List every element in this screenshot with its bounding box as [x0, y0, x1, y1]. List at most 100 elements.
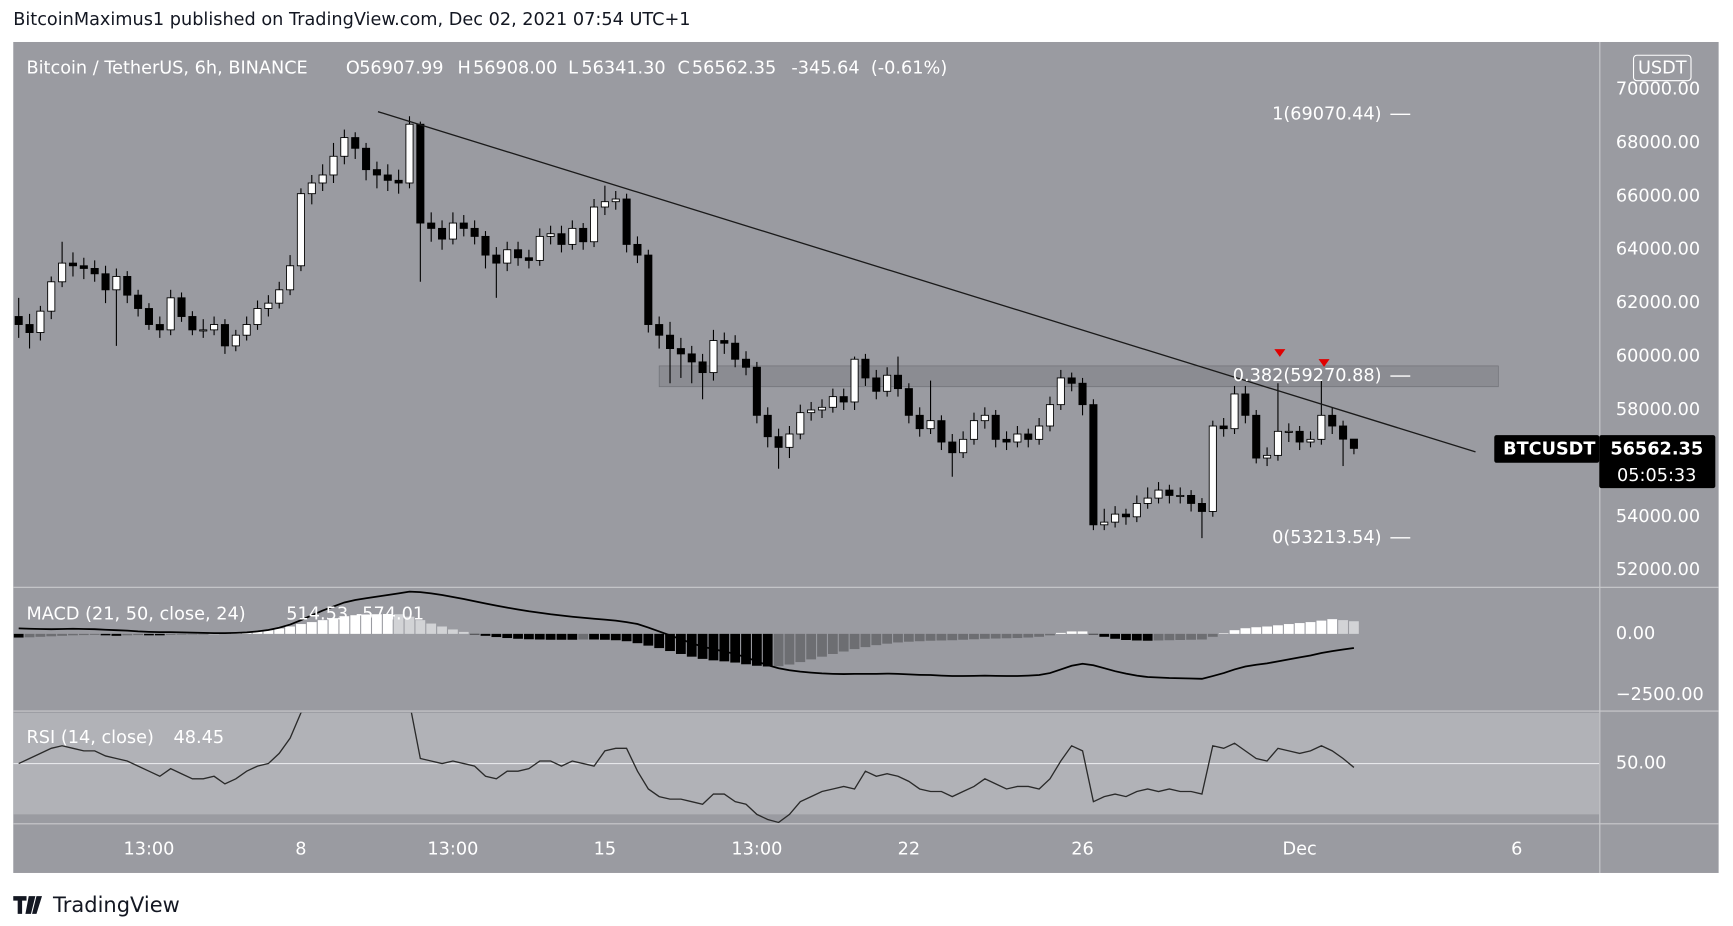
macd-histogram-bar [1305, 622, 1316, 634]
candle-body [1067, 377, 1076, 384]
macd-histogram-bar [306, 622, 317, 634]
candle-body [720, 340, 729, 344]
macd-histogram-bar [1207, 633, 1218, 637]
macd-histogram-bar [643, 633, 654, 646]
macd-histogram-bar [1164, 633, 1175, 641]
candle-body [47, 281, 56, 312]
candle-body [58, 262, 67, 283]
macd-histogram-bar [350, 615, 361, 634]
macd-histogram-bar [849, 633, 860, 650]
candle-body [470, 227, 479, 237]
macd-histogram-bar [480, 633, 491, 636]
price-panel [14, 111, 1499, 539]
legend-high: 56908.00 [473, 59, 557, 79]
candle-body [557, 233, 566, 245]
symbol-tag-label: BTCUSDT [1503, 439, 1595, 459]
macd-histogram-bar [35, 633, 46, 637]
macd-histogram-bar [393, 614, 404, 634]
macd-histogram-bar [795, 633, 806, 663]
macd-histogram-bar [589, 633, 599, 640]
macd-histogram-bar [1240, 628, 1251, 634]
candle-body [883, 374, 892, 392]
legend-letter: O [346, 59, 360, 79]
macd-histogram-bar [979, 633, 990, 639]
y-tick-label: 60000.00 [1616, 347, 1700, 367]
legend-close: 56562.35 [692, 59, 776, 79]
macd-histogram-bar [914, 633, 925, 642]
candle-body [36, 310, 45, 333]
x-tick-label: 6 [1511, 840, 1522, 860]
macd-histogram-bar [24, 633, 35, 638]
macd-histogram-bar [46, 633, 57, 637]
x-tick-label: 8 [295, 840, 306, 860]
macd-histogram-bar [654, 633, 665, 649]
macd-histogram-bar [1066, 631, 1077, 634]
macd-line-value: -574.01 [356, 604, 424, 624]
macd-histogram-bar [404, 616, 415, 634]
candle-body [959, 438, 968, 454]
macd-histogram-bar [524, 633, 534, 640]
currency-box [1632, 54, 1692, 82]
rsi-title: RSI (14, close) [27, 728, 154, 748]
macd-histogram-bar [296, 624, 306, 634]
candle-body [1208, 425, 1217, 512]
candle-body [253, 308, 262, 325]
candle-body [1024, 433, 1033, 440]
candle-body [101, 273, 110, 291]
macd-histogram-bar [632, 633, 643, 644]
candle-body [405, 123, 414, 184]
fib-label: 0(53213.54) [1272, 528, 1381, 548]
candle-body [1056, 377, 1065, 406]
candle-body [579, 227, 588, 243]
macd-histogram-bar [1121, 633, 1131, 640]
macd-histogram-bar [133, 633, 143, 636]
macd-histogram-bar [1327, 619, 1338, 634]
fib-label: 0.382(59270.88) [1233, 366, 1382, 386]
candle-body [817, 406, 827, 411]
macd-histogram-bar [556, 633, 567, 640]
currency: USDT [1638, 59, 1687, 79]
macd-histogram-bar [1218, 633, 1229, 634]
candle-body [383, 174, 392, 181]
candle-body [1306, 438, 1315, 443]
x-tick-label: 13:00 [123, 840, 174, 860]
candle-body [763, 414, 772, 438]
macd-histogram-bar [448, 629, 458, 634]
macd-histogram-bar [1034, 633, 1045, 637]
candle-body [25, 324, 34, 333]
candle-body [134, 294, 143, 309]
candle-body [1013, 433, 1022, 443]
legend-letter: H [458, 59, 471, 79]
macd-histogram-bar [1251, 627, 1262, 634]
candle-body [112, 276, 121, 291]
rsi-line [18, 712, 1355, 824]
candle-body [448, 222, 457, 240]
y-tick-label: 0.00 [1616, 624, 1655, 644]
macd-histogram-bar [708, 633, 719, 661]
candle-body [839, 396, 848, 403]
macd-histogram-bar [827, 633, 838, 654]
candle-body [600, 201, 609, 208]
candle-body [1035, 425, 1044, 440]
candle-body [329, 155, 338, 176]
macd-histogram-bar [871, 633, 882, 646]
rsi-panel [13, 712, 1600, 824]
candle-body [741, 358, 751, 368]
macd-histogram-bar [534, 633, 545, 640]
legend-open: 56907.99 [359, 59, 443, 79]
macd-histogram-bar [903, 633, 914, 642]
candle-body [611, 198, 620, 203]
macd-histogram-bar [317, 620, 328, 634]
candle-body [199, 329, 208, 332]
candle-body [980, 414, 989, 422]
macd-histogram-bar [372, 614, 382, 634]
candle-body [904, 388, 913, 416]
macd-histogram-bar [176, 633, 187, 635]
price-tag [1599, 435, 1716, 489]
macd-histogram-bar [458, 631, 469, 634]
candle-body [1219, 425, 1228, 430]
candle-body [1230, 393, 1239, 430]
macd-histogram-bar [1131, 633, 1142, 641]
macd-histogram-bar [111, 633, 122, 636]
